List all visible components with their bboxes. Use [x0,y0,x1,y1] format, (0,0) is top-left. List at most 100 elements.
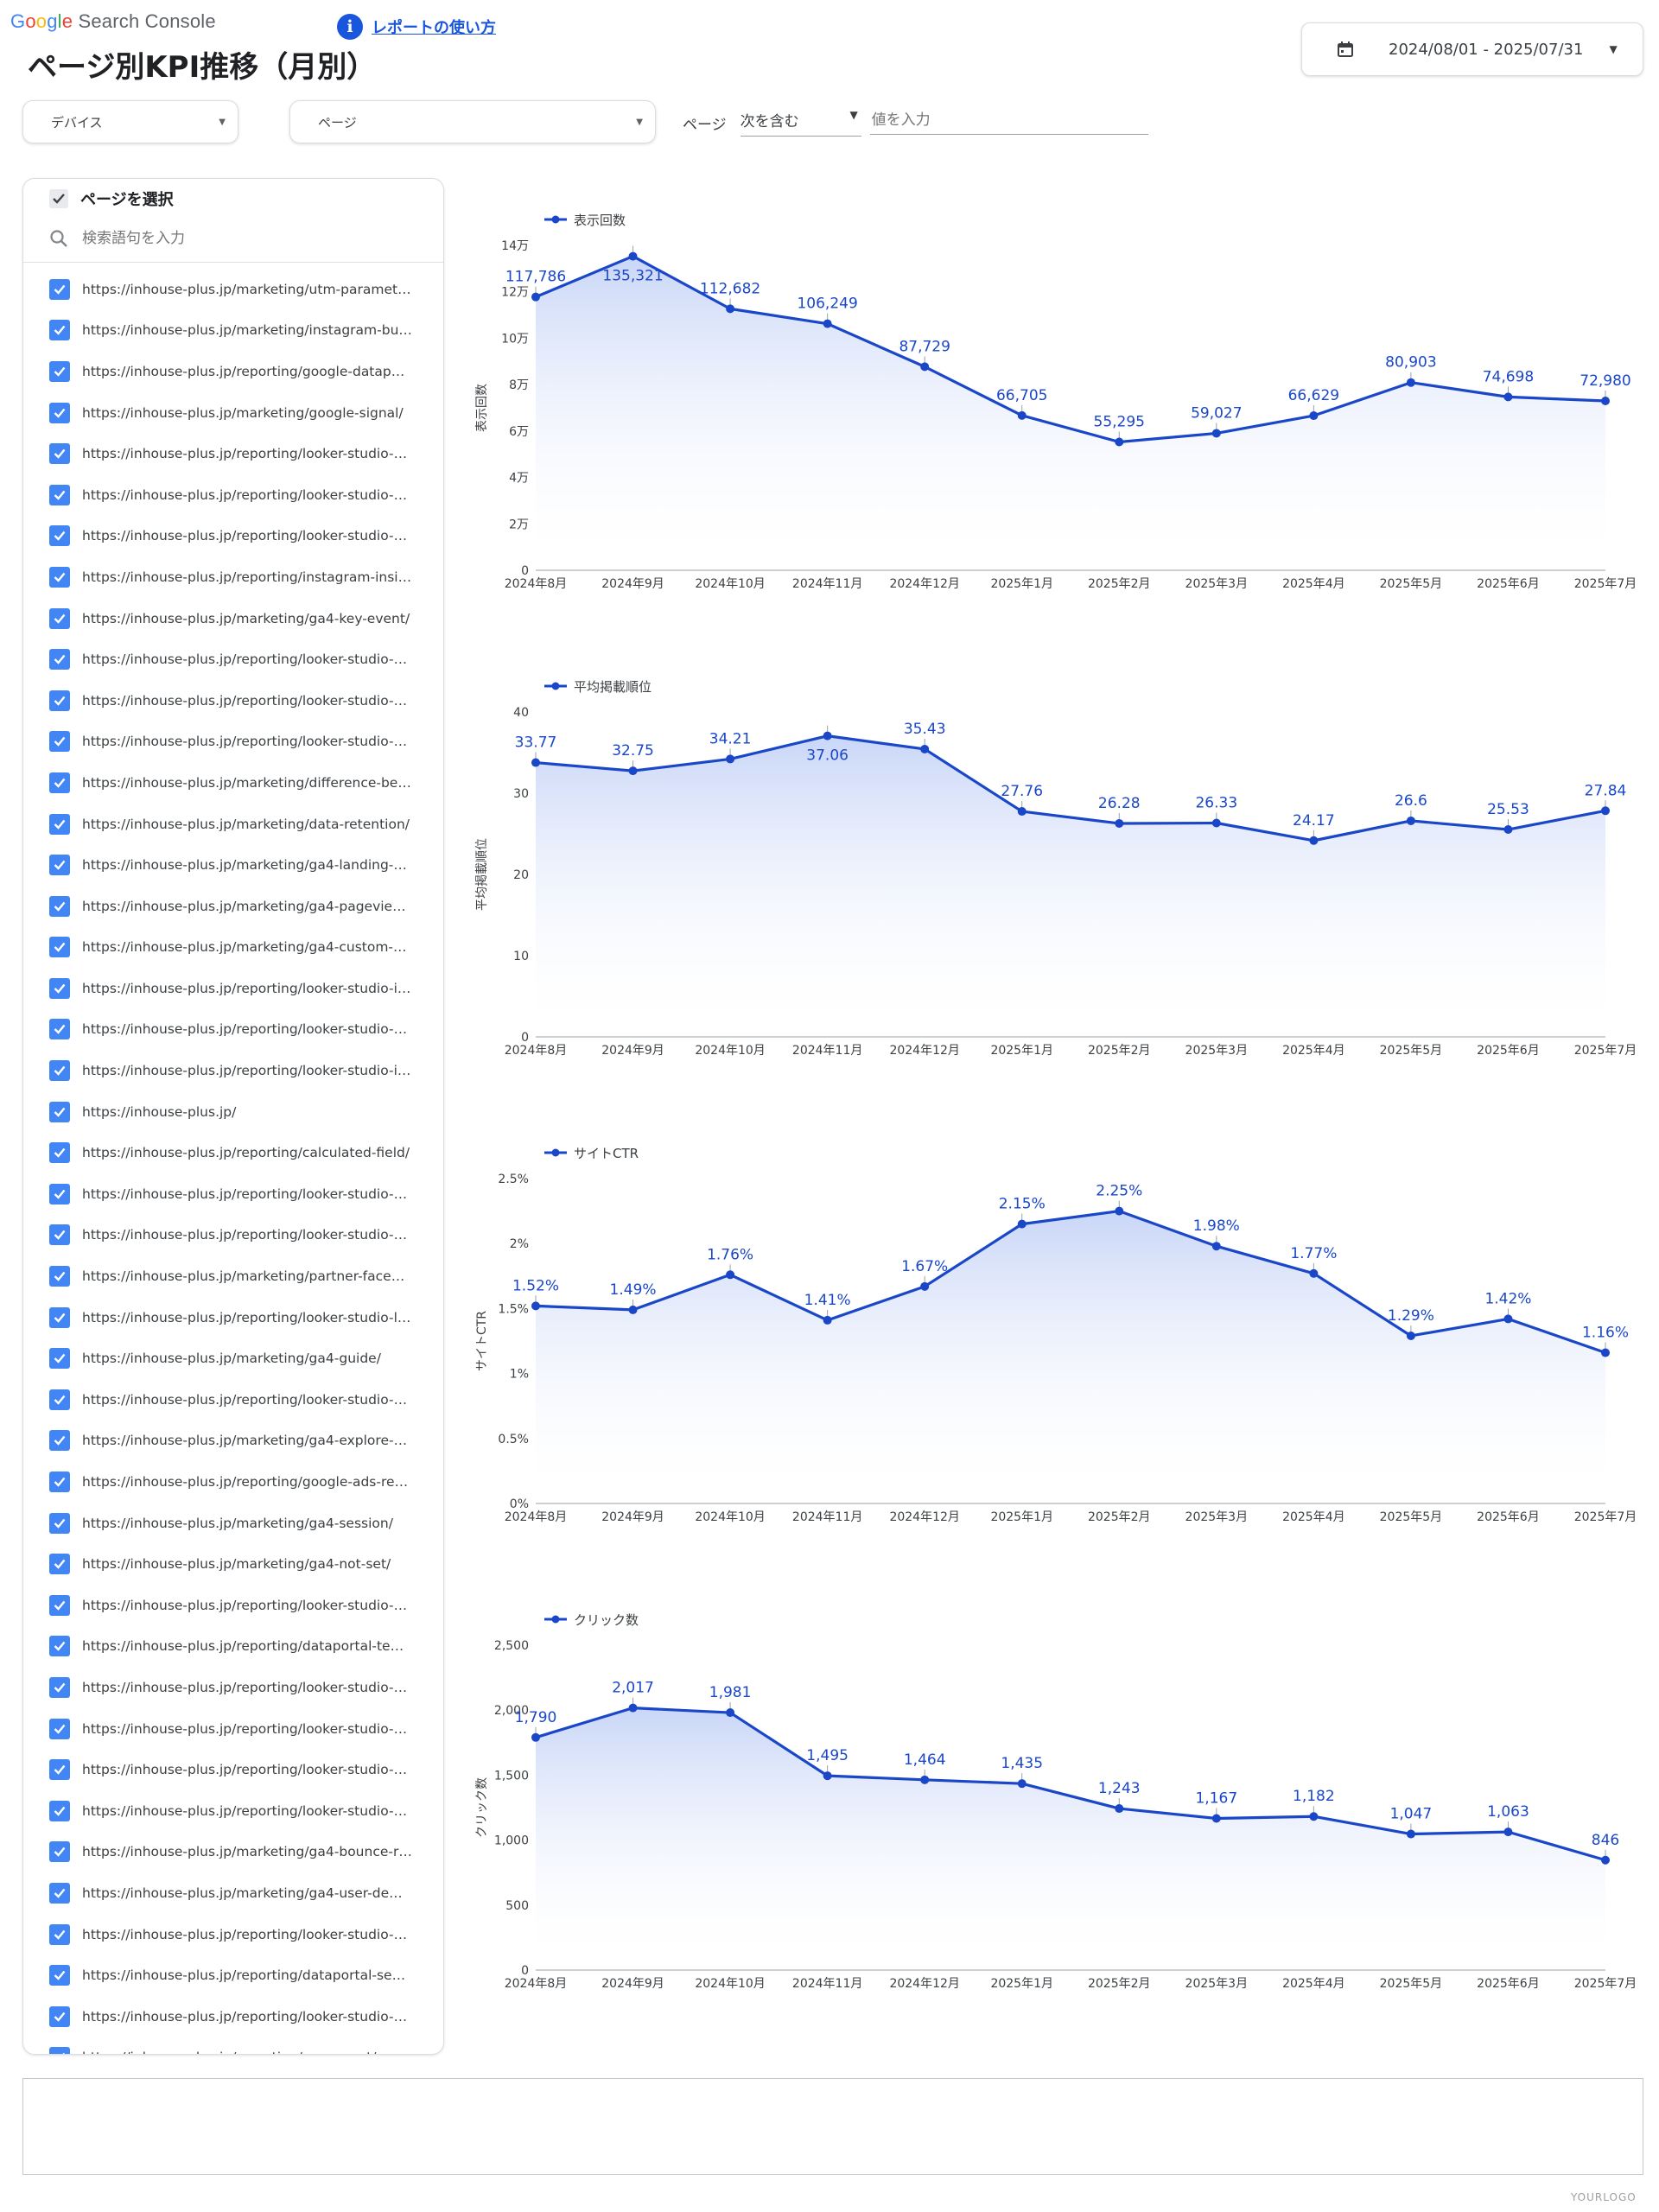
list-item[interactable]: https://inhouse-plus.jp/marketing/google… [49,392,412,434]
data-point[interactable] [726,304,735,314]
data-point[interactable] [823,319,832,328]
list-item[interactable]: https://inhouse-plus.jp/reporting/looker… [49,721,412,763]
checkbox[interactable] [49,360,70,382]
checkbox[interactable] [49,772,70,793]
data-point[interactable] [1309,836,1319,845]
data-point[interactable] [1601,1348,1610,1357]
list-item[interactable]: https://inhouse-plus.jp/reporting/looker… [49,1667,412,1708]
checkbox[interactable] [49,1306,70,1328]
data-point[interactable] [1017,1779,1027,1789]
checkbox[interactable] [49,1676,70,1698]
checkbox[interactable] [49,443,70,465]
data-point[interactable] [920,362,930,372]
checkbox[interactable] [49,690,70,711]
filter-value-input[interactable] [869,111,1148,135]
data-point[interactable] [1115,1804,1124,1814]
data-point[interactable] [1309,411,1319,421]
checkbox[interactable] [49,402,70,423]
list-item[interactable]: https://inhouse-plus.jp/reporting/looker… [49,968,412,1009]
list-item[interactable]: https://inhouse-plus.jp/marketing/instag… [49,310,412,352]
list-item[interactable]: https://inhouse-plus.jp/reporting/looker… [49,516,412,557]
list-item[interactable]: https://inhouse-plus.jp/reporting/looker… [49,1009,412,1051]
data-point[interactable] [531,1301,540,1311]
list-item[interactable]: https://inhouse-plus.jp/reporting/calcul… [49,1132,412,1173]
list-item[interactable]: https://inhouse-plus.jp/marketing/ga4-bo… [49,1832,412,1873]
report-guide-link[interactable]: レポートの使い方 [372,19,496,37]
list-item[interactable]: https://inhouse-plus.jp/reporting/looker… [49,1379,412,1421]
checkbox[interactable] [49,1348,70,1370]
data-point[interactable] [1406,1331,1415,1340]
checkbox[interactable] [49,1101,70,1122]
data-point[interactable] [1503,825,1513,835]
data-point[interactable] [920,1281,930,1291]
checkbox[interactable] [49,525,70,547]
checkbox[interactable] [49,937,70,958]
list-item[interactable]: https://inhouse-plus.jp/marketing/data-r… [49,804,412,845]
checkbox[interactable] [49,1594,70,1616]
device-filter-dropdown[interactable]: デバイス ▼ [22,100,238,143]
checkbox[interactable] [49,855,70,876]
data-point[interactable] [726,754,735,764]
data-point[interactable] [1017,807,1027,817]
data-point[interactable] [628,1703,638,1713]
checkbox[interactable] [49,1800,70,1821]
data-point[interactable] [1211,1242,1221,1251]
checkbox[interactable] [49,320,70,341]
list-item[interactable]: https://inhouse-plus.jp/reporting/looker… [49,1297,412,1338]
checkbox[interactable] [49,2005,70,2027]
list-item[interactable]: https://inhouse-plus.jp/marketing/ga4-pa… [49,886,412,927]
list-item[interactable]: https://inhouse-plus.jp/reporting/looker… [49,433,412,474]
checkbox[interactable] [49,1965,70,1986]
data-point[interactable] [726,1708,735,1718]
list-item[interactable]: https://inhouse-plus.jp/reporting/seo-re… [49,2037,412,2054]
help-link-group[interactable]: i レポートの使い方 [337,14,496,40]
date-range-picker[interactable]: 2024/08/01 - 2025/07/31 ▼ [1301,22,1643,76]
checkbox[interactable] [49,2047,70,2054]
list-item[interactable]: https://inhouse-plus.jp/marketing/differ… [49,762,412,804]
list-item[interactable]: https://inhouse-plus.jp/reporting/looker… [49,1215,412,1256]
checkbox[interactable] [49,1224,70,1246]
checkbox[interactable] [49,1841,70,1863]
checkbox[interactable] [49,566,70,588]
data-point[interactable] [1406,378,1415,387]
list-item[interactable]: https://inhouse-plus.jp/reporting/looker… [49,1708,412,1750]
list-item[interactable]: https://inhouse-plus.jp/reporting/looker… [49,1914,412,1955]
list-item[interactable]: https://inhouse-plus.jp/reporting/instag… [49,556,412,598]
checkbox[interactable] [49,1718,70,1739]
checkbox[interactable] [49,1183,70,1205]
data-point[interactable] [1017,1219,1027,1229]
checkbox[interactable] [49,607,70,629]
data-point[interactable] [823,1315,832,1325]
info-icon[interactable]: i [337,14,363,40]
list-item[interactable]: https://inhouse-plus.jp/ [49,1091,412,1133]
page-search-input[interactable] [80,229,343,248]
page-filter-dropdown[interactable]: ページ ▼ [289,100,656,143]
list-item[interactable]: https://inhouse-plus.jp/reporting/datapo… [49,1955,412,1996]
list-item[interactable]: https://inhouse-plus.jp/marketing/ga4-no… [49,1543,412,1585]
list-item[interactable]: https://inhouse-plus.jp/marketing/ga4-ke… [49,598,412,639]
list-item[interactable]: https://inhouse-plus.jp/reporting/looker… [49,1749,412,1790]
data-point[interactable] [1115,1206,1124,1216]
data-point[interactable] [1115,818,1124,828]
data-point[interactable] [920,744,930,753]
checkbox[interactable] [49,1512,70,1534]
list-item[interactable]: https://inhouse-plus.jp/reporting/looker… [49,680,412,721]
data-point[interactable] [1211,818,1221,828]
data-point[interactable] [1406,1829,1415,1839]
data-point[interactable] [1601,1855,1610,1865]
data-point[interactable] [726,1270,735,1280]
checkbox[interactable] [49,1266,70,1287]
list-item[interactable]: https://inhouse-plus.jp/marketing/ga4-cu… [49,927,412,969]
data-point[interactable] [531,758,540,767]
checkbox[interactable] [49,1430,70,1452]
checkbox[interactable] [49,1636,70,1657]
list-item[interactable]: https://inhouse-plus.jp/marketing/ga4-se… [49,1503,412,1544]
data-point[interactable] [1601,806,1610,816]
checkbox[interactable] [49,731,70,753]
list-item[interactable]: https://inhouse-plus.jp/marketing/utm-pa… [49,269,412,310]
data-point[interactable] [1211,429,1221,438]
checkbox[interactable] [49,1923,70,1945]
list-item[interactable]: https://inhouse-plus.jp/marketing/ga4-gu… [49,1338,412,1379]
data-point[interactable] [1503,1314,1513,1324]
data-point[interactable] [1601,396,1610,405]
